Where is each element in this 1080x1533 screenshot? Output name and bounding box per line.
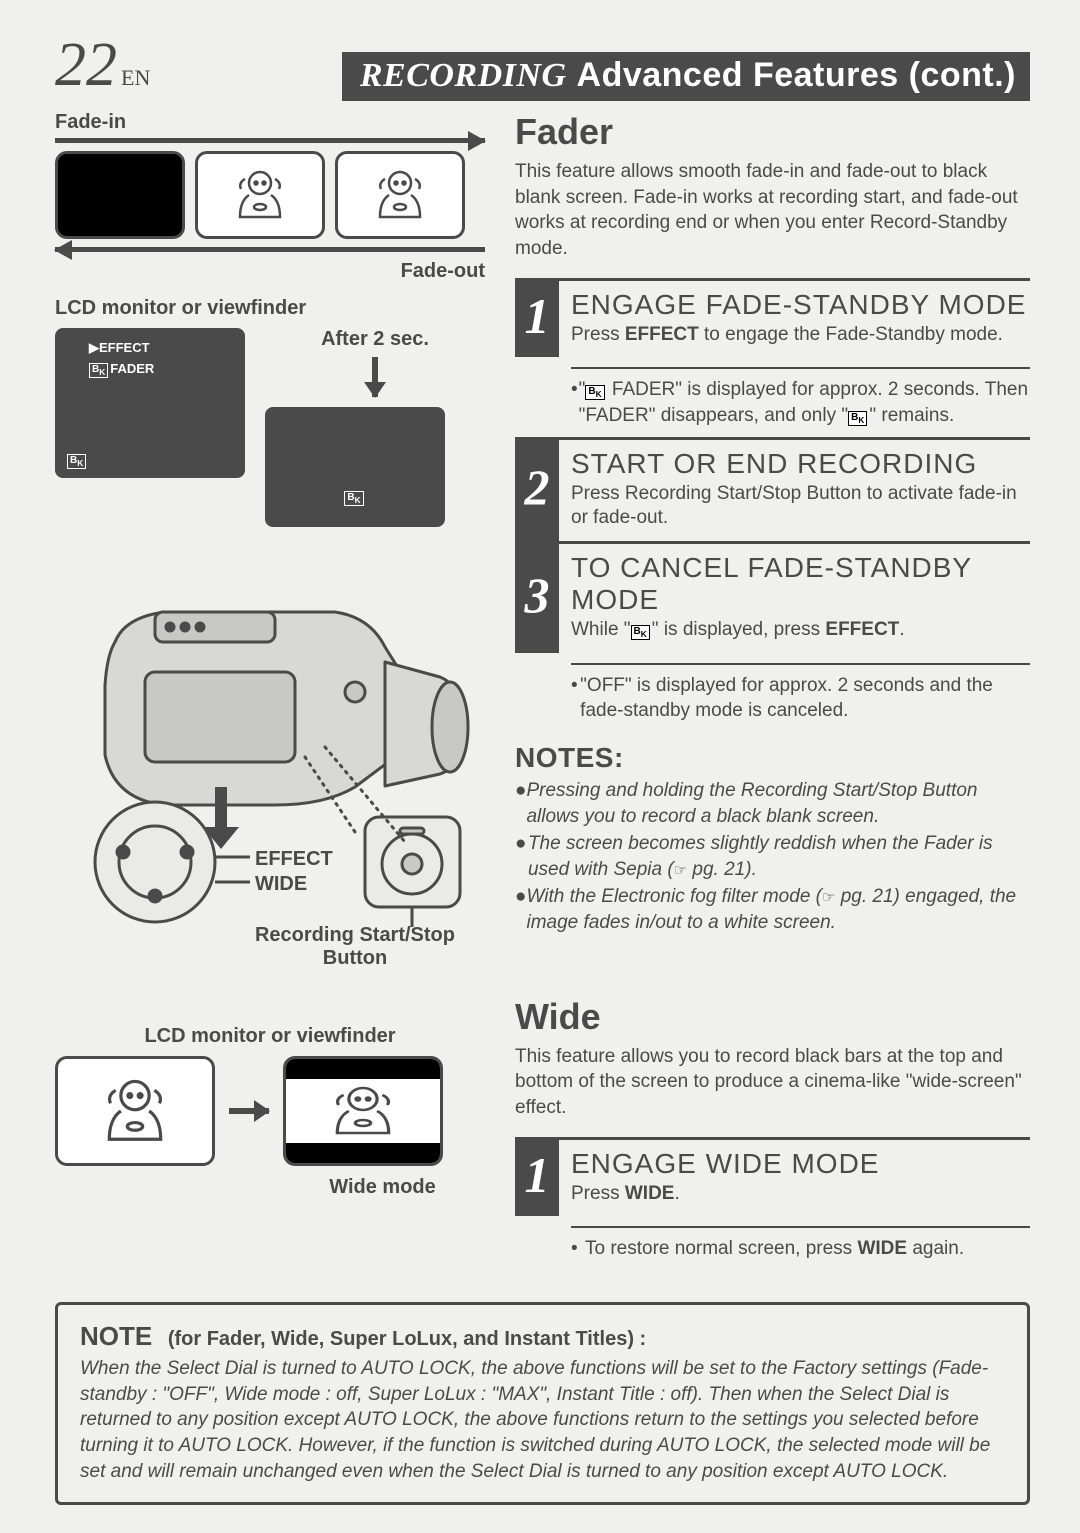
step2-text: Press Recording Start/Stop Button to act… <box>571 482 1030 531</box>
fader-title: Fader <box>515 111 1030 153</box>
fade-out-label: Fade-out <box>55 260 485 283</box>
effect-button-label: EFFECT <box>255 848 333 871</box>
step3-sub: •"OFF" is displayed for approx. 2 second… <box>571 663 1030 724</box>
bk-icon: BK <box>585 385 604 400</box>
character-icon <box>365 165 435 225</box>
lcd-box-2: BK <box>265 407 445 527</box>
fade-out-arrow <box>55 247 485 252</box>
step-number-2: 2 <box>515 440 559 541</box>
fader-step-1: 1 ENGAGE FADE-STANDBY MODE Press EFFECT … <box>515 278 1030 358</box>
page-num-value: 22 <box>55 31 117 99</box>
character-icon <box>318 1081 408 1141</box>
frame-full <box>335 151 465 239</box>
wide-step1-title: ENGAGE WIDE MODE <box>571 1148 1030 1180</box>
bk-icon: BK <box>848 411 867 426</box>
wide-frame-wide <box>283 1056 443 1166</box>
wide-step-1: 1 ENGAGE WIDE MODE Press WIDE. <box>515 1137 1030 1217</box>
step1-title: ENGAGE FADE-STANDBY MODE <box>571 289 1030 321</box>
letterbox-bar-top <box>286 1059 440 1079</box>
wide-frame-normal <box>55 1056 215 1166</box>
wide-step1-text: Press WIDE. <box>571 1182 1030 1207</box>
note-3: With the Electronic fog filter mode (☞ p… <box>526 884 1030 935</box>
bk-icon: BK <box>631 625 650 640</box>
wide-intro: This feature allows you to record black … <box>515 1044 1030 1121</box>
wide-mode-label: Wide mode <box>280 1176 485 1199</box>
character-icon <box>225 165 295 225</box>
header-italic: RECORDING <box>360 57 567 94</box>
frame-mid <box>195 151 325 239</box>
manual-page: 22EN RECORDINGAdvanced Features (cont.) … <box>0 0 1080 1533</box>
notes-heading: NOTES: <box>515 742 1030 774</box>
bk-icon: BK <box>89 363 108 378</box>
fader-step-2: 2 START OR END RECORDING Press Recording… <box>515 437 1030 541</box>
fader-intro: This feature allows smooth fade-in and f… <box>515 159 1030 262</box>
page-lang: EN <box>121 65 150 90</box>
lcd-label-1: LCD monitor or viewfinder <box>55 297 485 320</box>
wide-button-label: WIDE <box>255 873 307 896</box>
lcd-row: ▶EFFECT BKFADER BK After 2 sec. BK <box>55 328 485 527</box>
camcorder-illustration: EFFECT WIDE <box>55 582 485 942</box>
wide-diagram: LCD monitor or viewfinder Wide mode <box>55 1025 485 1199</box>
fade-in-arrow <box>55 138 485 143</box>
lcd-box-1: ▶EFFECT BKFADER BK <box>55 328 245 478</box>
step3-text: While "BK" is displayed, press EFFECT. <box>571 618 1030 643</box>
step2-title: START OR END RECORDING <box>571 448 1030 480</box>
step1-sub: •"BK FADER" is displayed for approx. 2 s… <box>571 367 1030 428</box>
note-box-sub: (for Fader, Wide, Super LoLux, and Insta… <box>157 1328 647 1350</box>
wide-step1-sub: •To restore normal screen, press WIDE ag… <box>571 1226 1030 1262</box>
character-icon <box>90 1071 180 1151</box>
page-header: 22EN RECORDING Advanced Features (cont.) <box>55 30 1030 101</box>
letterbox-bar-bottom <box>286 1143 440 1163</box>
down-arrow-icon <box>372 357 378 397</box>
page-number: 22EN <box>55 30 150 101</box>
notes-list: ●Pressing and holding the Recording Star… <box>515 778 1030 936</box>
ref-icon: ☞ <box>822 888 835 908</box>
header-rest: Advanced Features (cont.) <box>577 56 1016 94</box>
step-number-1: 1 <box>515 281 559 358</box>
step-number-3: 3 <box>515 544 559 653</box>
frame-black <box>55 151 185 239</box>
fader-step-3: 3 TO CANCEL FADE-STANDBY MODE While "BK"… <box>515 541 1030 653</box>
note-box-head: NOTE <box>80 1321 152 1351</box>
lcd-line-effect: ▶EFFECT <box>89 338 233 359</box>
lcd-label-2: LCD monitor or viewfinder <box>55 1025 485 1048</box>
note-1: Pressing and holding the Recording Start… <box>526 778 1030 829</box>
bk-icon: BK <box>67 454 86 469</box>
left-column: Fade-in Fade-out LCD monitor or viewfind… <box>55 111 485 1262</box>
after-2sec-label: After 2 sec. <box>265 328 485 351</box>
wide-title: Wide <box>515 996 1030 1038</box>
bk-icon: BK <box>344 491 363 506</box>
note-box-body: When the Select Dial is turned to AUTO L… <box>80 1356 1005 1484</box>
fade-in-frames <box>55 151 485 239</box>
right-column: Fader This feature allows smooth fade-in… <box>515 111 1030 1262</box>
right-arrow-icon <box>229 1108 269 1114</box>
lcd-line-fader: BKFADER <box>89 359 233 380</box>
step3-title: TO CANCEL FADE-STANDBY MODE <box>571 552 1030 616</box>
step1-text: Press EFFECT to engage the Fade-Standby … <box>571 323 1030 348</box>
fade-in-label: Fade-in <box>55 111 485 134</box>
section-header-bar: RECORDING Advanced Features (cont.) <box>342 52 1030 101</box>
note-2: The screen becomes slightly reddish when… <box>528 831 1030 882</box>
ref-icon: ☞ <box>674 861 687 881</box>
note-box: NOTE (for Fader, Wide, Super LoLux, and … <box>55 1302 1030 1505</box>
step-number-1-wide: 1 <box>515 1140 559 1217</box>
